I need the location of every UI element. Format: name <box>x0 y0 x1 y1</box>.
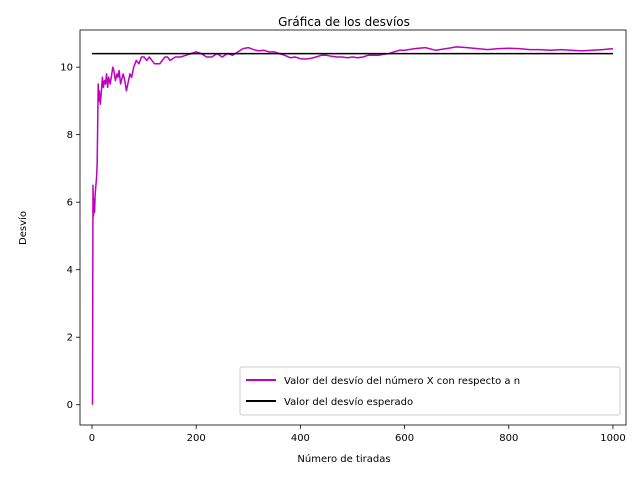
x-tick-label: 1000 <box>600 433 625 444</box>
legend-label-deviation: Valor del desvío del número X con respec… <box>284 375 520 387</box>
y-tick-label: 4 <box>67 265 73 276</box>
plot-area <box>91 46 614 405</box>
y-tick-label: 8 <box>67 130 73 141</box>
x-axis-label: Número de tiradas <box>297 453 390 465</box>
axes-frame <box>79 29 627 426</box>
legend-label-expected: Valor del desvío esperado <box>284 396 413 408</box>
y-tick-label: 10 <box>60 63 73 74</box>
x-tick-label: 400 <box>291 433 310 444</box>
y-tick-label: 6 <box>67 198 73 209</box>
x-tick-label: 600 <box>395 433 414 444</box>
x-tick-label: 0 <box>89 433 95 444</box>
axis-ticks: 0 200 400 600 800 1000 0 2 4 6 8 10 <box>60 63 625 444</box>
legend-box <box>239 366 621 416</box>
chart-title: Gráfica de los desvíos <box>278 15 410 29</box>
legend: Valor del desvío del número X con respec… <box>239 366 621 416</box>
y-tick-label: 2 <box>67 333 73 344</box>
y-axis-label: Desvío <box>17 211 29 245</box>
x-tick-label: 800 <box>499 433 518 444</box>
x-tick-label: 200 <box>187 433 206 444</box>
y-tick-label: 0 <box>67 400 73 411</box>
